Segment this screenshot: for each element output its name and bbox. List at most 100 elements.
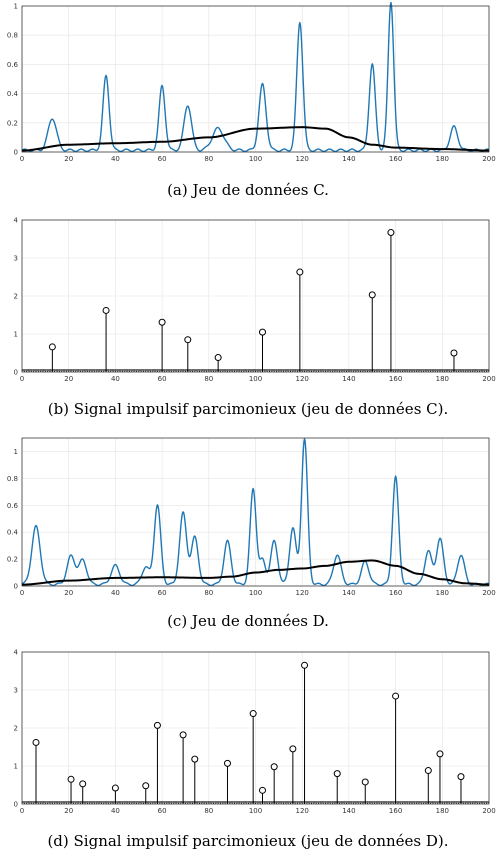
zero-stem-marker	[201, 369, 207, 372]
zero-stem-marker	[250, 369, 256, 372]
stem-marker	[32, 738, 40, 746]
zero-stem-marker	[215, 369, 221, 372]
zero-stem-marker	[269, 369, 275, 372]
y-tick-label: 0.6	[7, 502, 19, 510]
zero-stem-marker	[259, 369, 266, 372]
zero-stem-marker	[175, 369, 182, 372]
zero-stem-marker	[108, 369, 114, 372]
stem-marker	[158, 318, 166, 326]
zero-stem-marker	[40, 369, 46, 372]
panel-d-stem-plot: 0 20 40 60 80 100 120 140 160 180 200 0 1 2 3 4	[14, 649, 496, 816]
y-tick-label: 3	[14, 255, 18, 263]
x-tick-label: 0	[20, 589, 24, 597]
zero-stem-marker	[136, 369, 142, 372]
x-tick-label: 40	[111, 155, 120, 163]
stem-marker	[111, 784, 119, 792]
stem-marker	[179, 731, 187, 739]
zero-stem-marker	[73, 369, 79, 372]
y-tick-label: 2	[14, 725, 18, 733]
zero-stem-marker	[49, 369, 56, 372]
plot-content	[22, 229, 489, 372]
x-tick-label: 180	[436, 589, 449, 597]
zero-stem-marker	[399, 369, 406, 372]
stem-marker	[249, 710, 257, 718]
zero-stem-marker	[418, 369, 424, 372]
zero-stem-marker	[208, 369, 214, 372]
x-tick-label: 120	[296, 155, 309, 163]
stem-marker	[457, 773, 465, 781]
y-tick-label: 4	[14, 649, 19, 657]
zero-stem-marker	[413, 369, 420, 372]
zero-stem-marker	[89, 369, 95, 372]
stem-marker	[436, 750, 444, 758]
stem-marker	[259, 328, 267, 336]
zero-stem-marker	[98, 369, 105, 372]
zero-stem-marker	[133, 369, 140, 372]
zero-stem-marker	[383, 369, 389, 372]
zero-stem-marker	[392, 369, 399, 372]
x-tick-label: 200	[482, 155, 495, 163]
x-tick-label: 60	[158, 155, 167, 163]
zero-stem-marker	[159, 369, 165, 372]
zero-stem-marker	[397, 369, 403, 372]
stem-marker	[368, 291, 376, 299]
zero-stem-marker	[322, 369, 329, 372]
zero-stem-marker	[420, 369, 427, 372]
panel-b-stem-plot: 0 20 40 60 80 100 120 140 160 180 200 0 1 2 3 4	[14, 217, 496, 384]
zero-stem-marker	[56, 369, 63, 372]
zero-stem-marker	[329, 369, 336, 372]
zero-stem-marker	[70, 369, 77, 372]
x-tick-label: 20	[64, 155, 73, 163]
zero-stem-marker	[425, 369, 431, 372]
y-tick-label: 2	[14, 293, 18, 301]
zero-stem-marker	[77, 369, 84, 372]
x-tick-label: 40	[111, 589, 120, 597]
stem-marker	[191, 755, 199, 763]
zero-stem-marker	[161, 369, 168, 372]
zero-stem-marker	[318, 369, 324, 372]
y-tick-label: 0.2	[7, 119, 18, 127]
zero-stem-marker	[150, 369, 156, 372]
stem-marker	[450, 349, 458, 357]
caption-d: (d) Signal impulsif parcimonieux (jeu de…	[47, 832, 448, 850]
zero-stem-marker	[245, 369, 252, 372]
x-tick-label: 200	[482, 807, 495, 815]
x-tick-label: 160	[389, 375, 402, 383]
zero-stem-marker	[444, 369, 450, 372]
zero-stem-marker	[255, 369, 261, 372]
zero-stem-marker	[402, 369, 408, 372]
caption-a: (a) Jeu de données C.	[167, 181, 329, 199]
zero-stem-marker	[404, 369, 410, 372]
x-tick-label: 160	[389, 807, 402, 815]
zero-stem-marker	[182, 369, 189, 372]
zero-stem-marker	[243, 369, 249, 372]
zero-stem-marker	[262, 369, 268, 372]
zero-stem-marker	[189, 369, 196, 372]
zero-stem-marker	[227, 369, 233, 372]
zero-stem-marker	[294, 369, 301, 372]
zero-stem-marker	[446, 369, 453, 372]
stem-marker	[223, 759, 231, 767]
zero-stem-marker	[364, 369, 371, 372]
zero-stem-marker	[306, 369, 312, 372]
caption-c: (c) Jeu de données D.	[167, 612, 329, 630]
zero-stem-marker	[173, 369, 179, 372]
zero-stem-marker	[481, 369, 488, 372]
zero-stem-marker	[203, 369, 210, 372]
zero-stem-marker	[448, 369, 455, 372]
zero-stem-marker	[213, 369, 219, 372]
x-tick-label: 80	[204, 807, 213, 815]
stem-marker	[424, 767, 432, 775]
zero-stem-marker	[455, 369, 462, 372]
zero-stem-marker	[385, 369, 392, 372]
stem-marker	[142, 782, 150, 790]
zero-stem-marker	[61, 369, 67, 372]
x-tick-label: 120	[296, 375, 309, 383]
zero-stem-marker	[194, 369, 200, 372]
zero-stem-marker	[91, 369, 98, 372]
zero-stem-marker	[122, 369, 128, 372]
x-tick-label: 180	[436, 155, 449, 163]
zero-stem-marker	[154, 369, 161, 372]
zero-stem-marker	[301, 369, 308, 372]
zero-stem-marker	[334, 369, 340, 372]
